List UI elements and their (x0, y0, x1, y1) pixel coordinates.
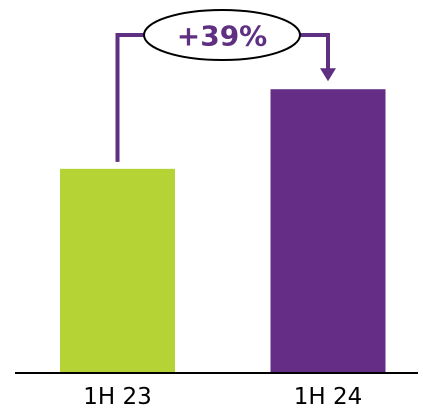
bars-group (60, 89, 386, 373)
growth-badge (143, 9, 301, 61)
x-tick-label: 1H 23 (83, 384, 152, 410)
x-tick-label: 1H 24 (294, 384, 363, 410)
growth-label: +39% (177, 20, 267, 53)
x-tick-labels: 1H 23 1H 24 (83, 384, 362, 410)
bar-1h-23 (60, 168, 175, 373)
bar-1h-24 (270, 89, 386, 373)
arrow-down-icon (320, 68, 336, 82)
growth-annotation: +39% (115, 9, 336, 162)
